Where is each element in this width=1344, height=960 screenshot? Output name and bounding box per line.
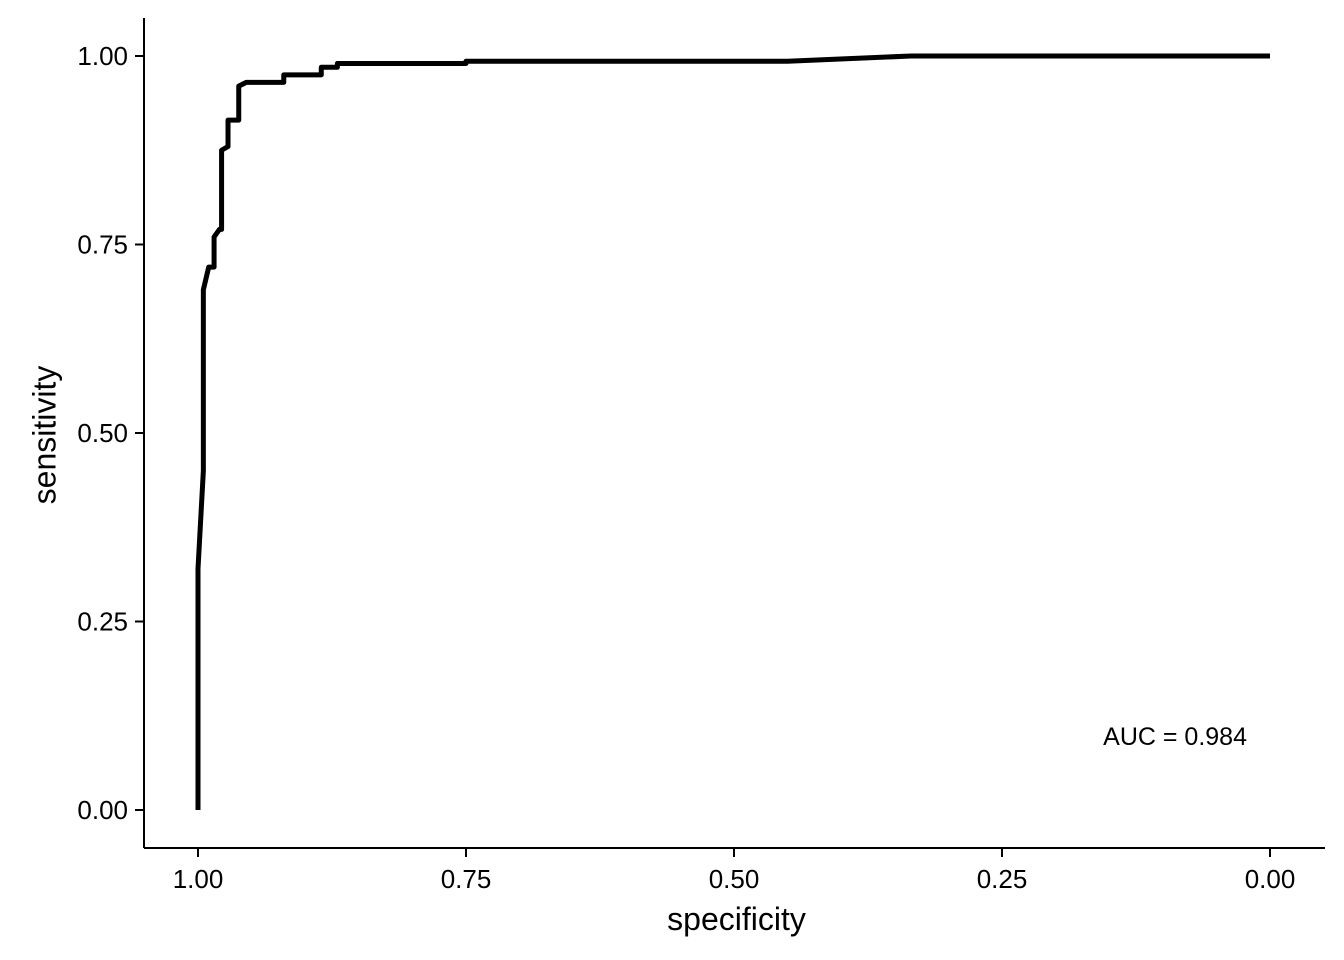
x-axis: 1.00 0.75 0.50 0.25 0.00: [144, 847, 1325, 894]
roc-curve-line: [195, 53, 1270, 810]
x-tick-label: 0.25: [977, 864, 1028, 894]
x-tick-label: 0.75: [441, 864, 492, 894]
y-tick-label: 0.25: [77, 607, 128, 637]
x-tick-label: 1.00: [173, 864, 224, 894]
auc-annotation: AUC = 0.984: [1103, 723, 1247, 751]
y-axis-title: sensitivity: [26, 366, 62, 505]
plot-area: [195, 53, 1270, 810]
x-tick-label: 0.50: [709, 864, 760, 894]
y-tick-label: 0.00: [77, 795, 128, 825]
y-tick-label: 0.75: [77, 230, 128, 260]
y-axis: 0.00 0.25 0.50 0.75 1.00: [77, 18, 145, 848]
y-tick-label: 1.00: [77, 41, 128, 71]
x-tick-label: 0.00: [1245, 864, 1296, 894]
x-axis-title: specificity: [667, 901, 806, 937]
y-tick-label: 0.50: [77, 418, 128, 448]
